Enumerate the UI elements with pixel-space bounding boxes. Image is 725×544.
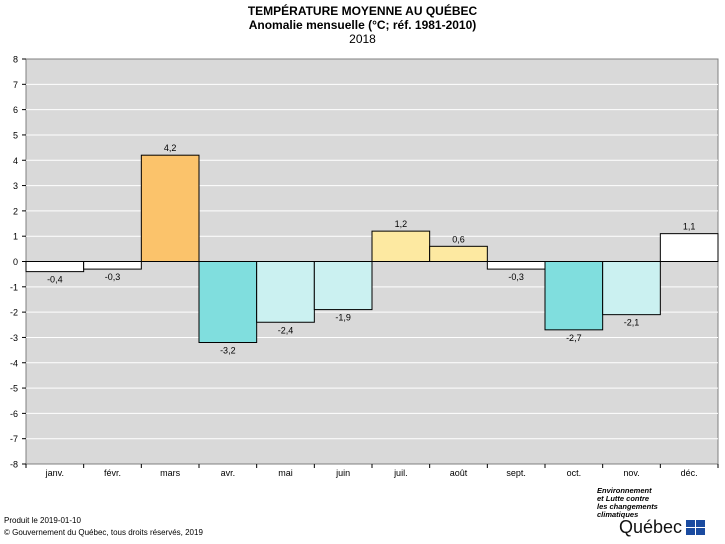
bar-mai xyxy=(256,261,315,323)
chart-year: 2018 xyxy=(349,32,376,46)
y-tick-label: 7 xyxy=(13,80,18,90)
logo-tagline-3: les changements xyxy=(597,502,658,511)
y-tick-label: -2 xyxy=(10,308,18,318)
x-tick-label: déc. xyxy=(681,468,698,478)
production-date: Produit le 2019-01-10 xyxy=(4,516,81,525)
x-tick-label: oct. xyxy=(567,468,582,478)
bar-avr. xyxy=(198,261,258,343)
quebec-wordmark: Québec xyxy=(619,517,683,537)
x-tick-label: sept. xyxy=(506,468,526,478)
x-tick-label: mai xyxy=(278,468,293,478)
data-label: 0,6 xyxy=(452,234,465,244)
data-label: -2,7 xyxy=(566,333,582,343)
data-label: 4,2 xyxy=(164,143,177,153)
y-tick-label: -7 xyxy=(10,434,18,444)
bar-févr. xyxy=(83,261,142,270)
data-label: 1,2 xyxy=(395,219,408,229)
x-tick-label: juil. xyxy=(393,468,408,478)
y-tick-label: 3 xyxy=(13,181,18,191)
chart-title: TEMPÉRATURE MOYENNE AU QUÉBEC xyxy=(247,4,478,18)
bar-juin xyxy=(313,261,373,311)
logo-tagline-1: Environnement xyxy=(597,486,652,495)
bar-nov. xyxy=(602,261,661,316)
bar-juil. xyxy=(371,230,431,262)
bar-mars xyxy=(140,154,200,262)
logo-tagline-2: et Lutte contre xyxy=(597,494,650,503)
chart-subtitle: Anomalie mensuelle (°C; réf. 1981-2010) xyxy=(248,18,477,32)
y-tick-label: 2 xyxy=(13,206,18,216)
y-tick-label: -1 xyxy=(10,282,18,292)
x-tick-label: janv. xyxy=(45,468,64,478)
bar-sept. xyxy=(486,261,546,270)
data-label: -0,3 xyxy=(508,272,524,282)
data-label: 1,1 xyxy=(683,222,696,232)
y-tick-label: 1 xyxy=(13,232,18,242)
y-tick-label: -4 xyxy=(10,358,18,368)
quebec-ministry-logo: Environnement et Lutte contre les change… xyxy=(597,487,721,539)
bar-oct. xyxy=(544,261,604,331)
data-label: -0,4 xyxy=(47,275,63,285)
bar-août xyxy=(429,245,488,262)
x-tick-label: nov. xyxy=(623,468,639,478)
data-label: -0,3 xyxy=(105,272,121,282)
y-tick-label: 4 xyxy=(13,156,18,166)
y-tick-label: 8 xyxy=(13,55,18,65)
x-tick-label: août xyxy=(450,468,468,478)
copyright-notice: © Gouvernement du Québec, tous droits ré… xyxy=(4,528,203,537)
bar-déc. xyxy=(659,233,719,262)
y-tick-label: 6 xyxy=(13,105,18,115)
y-tick-label: 5 xyxy=(13,130,18,140)
x-tick-label: juin xyxy=(335,468,350,478)
y-tick-label: -8 xyxy=(10,460,18,470)
data-label: -2,1 xyxy=(624,318,640,328)
logo-tagline-4: climatiques xyxy=(597,510,639,519)
chart-title-block: TEMPÉRATURE MOYENNE AU QUÉBEC Anomalie m… xyxy=(0,4,725,46)
data-label: -3,2 xyxy=(220,346,236,356)
y-tick-label: -5 xyxy=(10,384,18,394)
data-label: -2,4 xyxy=(278,325,294,335)
bar-janv. xyxy=(25,261,85,273)
fleur-de-lis-flag-icon xyxy=(686,519,706,535)
y-tick-label: -6 xyxy=(10,409,18,419)
x-tick-label: févr. xyxy=(104,468,121,478)
data-label: -1,9 xyxy=(335,313,351,323)
y-tick-label: 0 xyxy=(13,257,18,267)
y-tick-label: -3 xyxy=(10,333,18,343)
x-tick-label: mars xyxy=(160,468,180,478)
x-tick-label: avr. xyxy=(221,468,236,478)
